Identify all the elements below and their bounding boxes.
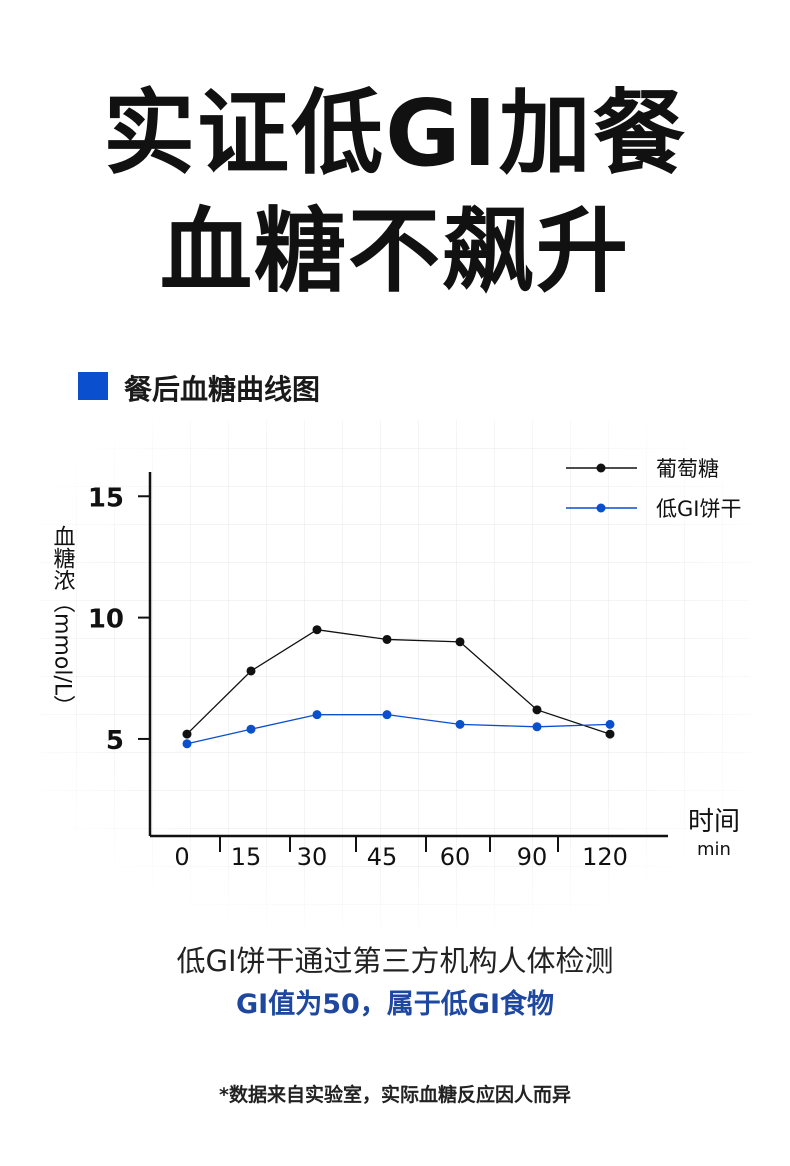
x-tick-label: 0 (174, 843, 189, 871)
section-marker (78, 372, 108, 400)
data-point (455, 719, 465, 729)
data-point (532, 722, 542, 732)
background-grid (40, 420, 750, 930)
legend-swatch-dot (596, 503, 606, 513)
data-point (532, 705, 542, 715)
data-point (246, 724, 256, 734)
data-point (382, 710, 392, 720)
headline-line-1: 实证低GI加餐 (103, 80, 687, 187)
data-point (312, 625, 322, 635)
data-point (605, 719, 615, 729)
y-tick-label: 10 (88, 605, 124, 635)
headline-line-2: 血糖不飙升 (159, 198, 630, 305)
x-tick-label: 30 (297, 843, 328, 871)
caption-test-statement: 低GI饼干通过第三方机构人体检测 (176, 944, 614, 978)
data-point (246, 666, 256, 676)
data-point (455, 637, 465, 647)
x-axis-title: 时间 (688, 807, 740, 837)
legend-label: 葡萄糖 (656, 457, 719, 481)
data-point (382, 634, 392, 644)
x-tick-label: 60 (440, 843, 471, 871)
y-tick-label: 5 (106, 726, 124, 756)
chart-series (182, 625, 615, 749)
x-tick-label: 15 (231, 843, 262, 871)
series-glucose (182, 625, 615, 739)
x-axis-unit: min (697, 839, 731, 860)
x-tick-label: 120 (582, 843, 628, 871)
caption-gi-value: GI值为50，属于低GI食物 (236, 989, 554, 1020)
section-title: 餐后血糖曲线图 (124, 373, 321, 406)
footnote: *数据来自实验室，实际血糖反应因人而异 (219, 1084, 571, 1106)
data-point (605, 729, 615, 739)
x-tick-label: 45 (367, 843, 398, 871)
legend-item: 葡萄糖 (566, 457, 719, 481)
y-axis-title: 血糖浓（mmol/L） (50, 525, 76, 717)
x-tick-label: 90 (517, 843, 548, 871)
legend-label: 低GI饼干 (656, 497, 741, 521)
data-point (312, 710, 322, 720)
legend-swatch-dot (596, 463, 606, 473)
data-point (182, 739, 192, 749)
data-point (182, 729, 192, 739)
series-low-gi-biscuit (182, 710, 615, 749)
legend-item: 低GI饼干 (566, 497, 741, 521)
y-tick-label: 15 (88, 483, 124, 513)
